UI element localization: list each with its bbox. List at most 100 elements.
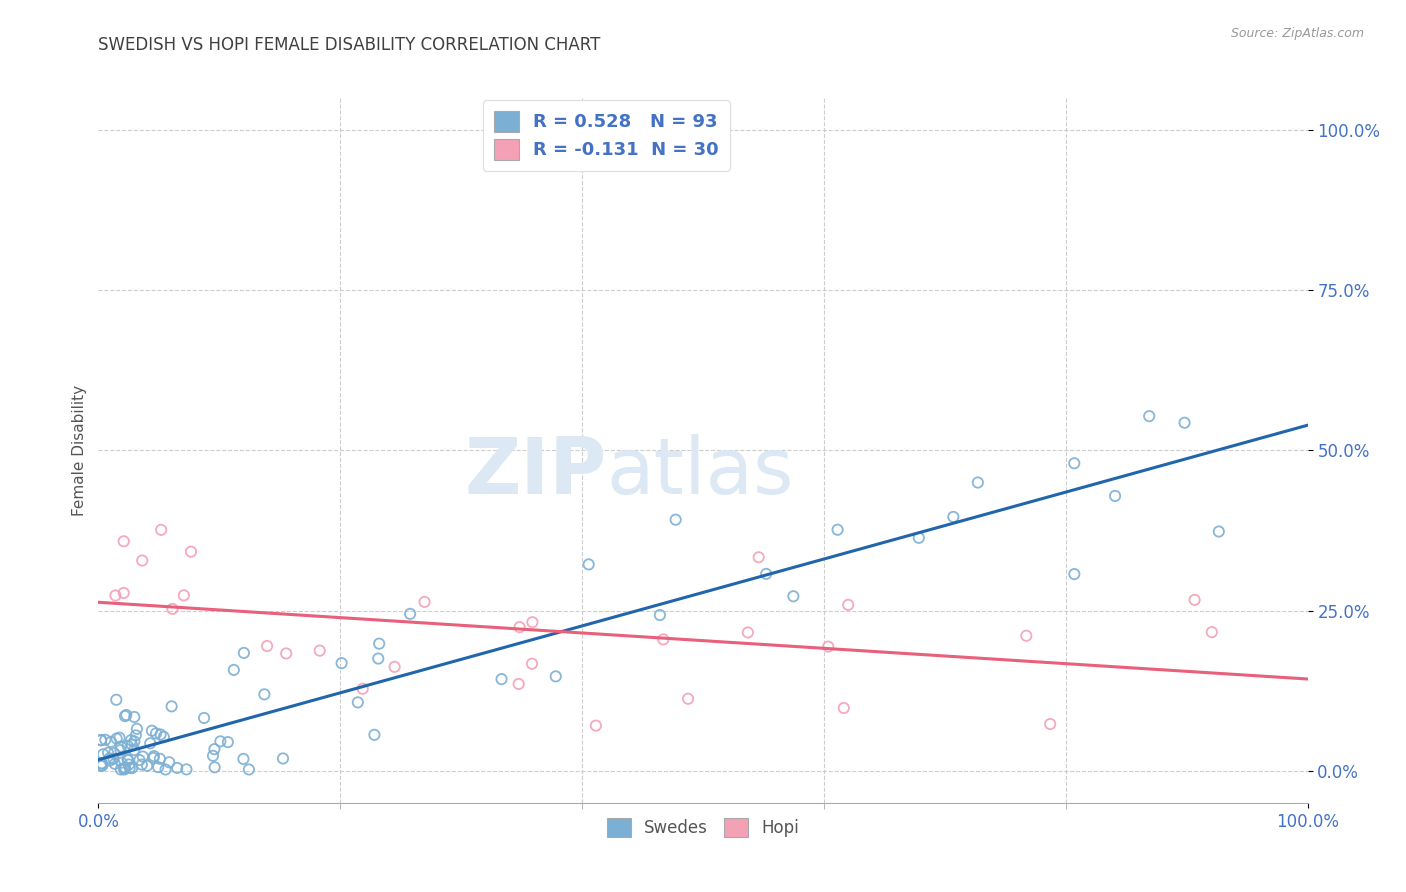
Point — [122, 743, 145, 757]
Point — [90, 759, 112, 773]
Point — [508, 677, 530, 691]
Point — [125, 722, 148, 736]
Y-axis label: Female Disability: Female Disability — [72, 384, 87, 516]
Point — [201, 748, 224, 763]
Point — [413, 595, 436, 609]
Point — [90, 733, 112, 747]
Point — [1104, 489, 1126, 503]
Point — [232, 646, 254, 660]
Point — [1174, 416, 1197, 430]
Point — [166, 761, 188, 775]
Point — [509, 620, 531, 634]
Point — [832, 701, 855, 715]
Text: ZIP: ZIP — [464, 434, 606, 509]
Point — [91, 758, 114, 772]
Point — [737, 625, 759, 640]
Point — [110, 739, 132, 754]
Point — [157, 756, 180, 770]
Point — [162, 602, 184, 616]
Point — [112, 761, 135, 775]
Point — [665, 513, 688, 527]
Point — [817, 640, 839, 654]
Point — [91, 747, 114, 762]
Point — [966, 475, 988, 490]
Text: atlas: atlas — [606, 434, 794, 509]
Point — [145, 726, 167, 740]
Point — [232, 752, 254, 766]
Point — [143, 749, 166, 764]
Point — [180, 544, 202, 558]
Point — [142, 751, 165, 765]
Point — [368, 637, 391, 651]
Point — [1184, 592, 1206, 607]
Point — [942, 509, 965, 524]
Point — [148, 760, 170, 774]
Point — [91, 756, 114, 771]
Legend: Swedes, Hopi: Swedes, Hopi — [600, 811, 806, 844]
Point — [347, 695, 370, 709]
Text: Source: ZipAtlas.com: Source: ZipAtlas.com — [1230, 27, 1364, 40]
Point — [176, 763, 198, 777]
Point — [1208, 524, 1230, 539]
Point — [204, 742, 226, 756]
Point — [755, 566, 778, 581]
Point — [117, 753, 139, 767]
Point — [112, 534, 135, 549]
Point — [748, 550, 770, 565]
Point — [132, 749, 155, 764]
Point — [98, 754, 121, 768]
Point — [90, 733, 112, 747]
Point — [141, 723, 163, 738]
Point — [1201, 625, 1223, 640]
Point — [253, 687, 276, 701]
Text: SWEDISH VS HOPI FEMALE DISABILITY CORRELATION CHART: SWEDISH VS HOPI FEMALE DISABILITY CORREL… — [98, 36, 600, 54]
Point — [117, 752, 139, 766]
Point — [520, 657, 543, 671]
Point — [155, 763, 177, 777]
Point — [1039, 717, 1062, 731]
Point — [90, 756, 112, 771]
Point — [100, 735, 122, 749]
Point — [384, 660, 406, 674]
Point — [104, 756, 127, 771]
Point — [105, 692, 128, 706]
Point — [110, 743, 132, 757]
Point — [352, 681, 374, 696]
Point — [676, 691, 699, 706]
Point — [648, 608, 671, 623]
Point — [114, 761, 136, 775]
Point — [152, 730, 174, 744]
Point — [117, 739, 139, 753]
Point — [585, 718, 607, 732]
Point — [150, 523, 173, 537]
Point — [652, 632, 675, 647]
Point — [103, 752, 125, 766]
Point — [276, 647, 298, 661]
Point — [491, 672, 513, 686]
Point — [108, 731, 131, 745]
Point — [136, 758, 159, 772]
Point — [112, 586, 135, 600]
Point — [120, 733, 142, 747]
Point — [122, 710, 145, 724]
Point — [149, 727, 172, 741]
Point — [118, 757, 141, 772]
Point — [209, 734, 232, 748]
Point — [125, 728, 148, 742]
Point — [367, 651, 389, 665]
Point — [193, 711, 215, 725]
Point — [578, 558, 600, 572]
Point — [131, 757, 153, 772]
Point — [149, 752, 172, 766]
Point — [173, 588, 195, 602]
Point — [544, 669, 567, 683]
Point — [907, 531, 929, 545]
Point — [121, 738, 143, 752]
Point — [1137, 409, 1160, 424]
Point — [104, 589, 127, 603]
Point — [131, 553, 153, 567]
Point — [121, 761, 143, 775]
Point — [222, 663, 245, 677]
Point — [139, 736, 162, 750]
Point — [399, 607, 422, 621]
